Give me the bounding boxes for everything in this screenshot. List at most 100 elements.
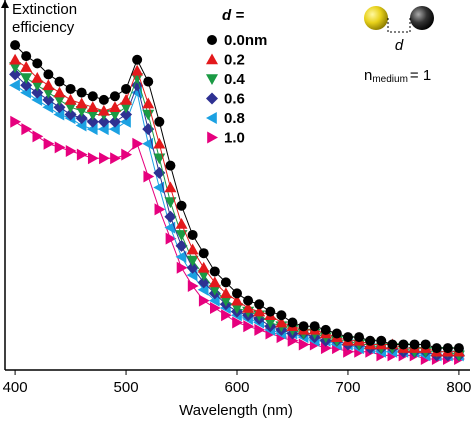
marker: [231, 294, 243, 306]
marker: [42, 87, 55, 99]
marker: [176, 200, 187, 211]
marker: [32, 58, 43, 69]
marker: [153, 137, 166, 149]
marker: [75, 112, 88, 125]
marker: [243, 320, 255, 333]
marker: [87, 152, 99, 165]
marker: [198, 248, 209, 259]
marker: [21, 51, 32, 62]
marker: [53, 95, 66, 106]
marker: [254, 299, 265, 310]
marker: [165, 160, 176, 171]
y-axis-arrow: [1, 0, 9, 8]
marker: [120, 93, 133, 105]
gap-bracket: [387, 18, 411, 33]
marker: [453, 343, 464, 354]
medium-label: nmedium = 1: [364, 67, 431, 85]
marker: [10, 115, 22, 128]
marker: [210, 301, 221, 314]
marker: [143, 170, 155, 183]
marker: [206, 92, 218, 105]
marker: [264, 317, 277, 329]
marker: [342, 332, 353, 343]
marker: [186, 243, 199, 255]
marker: [276, 310, 287, 321]
marker: [186, 269, 198, 282]
marker: [420, 339, 431, 350]
marker: [175, 218, 188, 229]
marker: [320, 324, 331, 335]
marker: [219, 287, 232, 299]
marker: [97, 123, 109, 136]
marker: [99, 152, 110, 165]
marker: [31, 93, 43, 106]
marker: [275, 316, 288, 328]
y-axis-label: Extinction efficiency: [12, 1, 77, 36]
marker: [86, 109, 99, 121]
marker: [53, 86, 66, 98]
marker: [187, 229, 198, 240]
marker: [31, 86, 44, 99]
marker: [120, 102, 133, 114]
legend-label: 0.8: [224, 110, 245, 127]
marker: [97, 115, 110, 128]
marker: [175, 250, 187, 263]
marker: [121, 83, 132, 94]
marker: [43, 69, 54, 80]
marker: [142, 137, 154, 150]
marker: [154, 116, 165, 127]
marker: [287, 317, 298, 328]
legend-label: 0.2: [224, 51, 245, 68]
marker: [132, 137, 144, 150]
marker: [86, 115, 99, 128]
marker: [87, 91, 98, 102]
marker: [76, 148, 88, 161]
marker: [175, 230, 188, 241]
marker: [65, 83, 76, 94]
marker: [142, 109, 155, 121]
marker: [121, 148, 133, 161]
legend-label: 0.0nm: [224, 32, 267, 49]
marker: [219, 295, 232, 307]
marker: [209, 266, 220, 277]
marker: [387, 339, 398, 350]
marker: [75, 97, 88, 109]
x-axis-label: Wavelength (nm): [179, 402, 293, 419]
marker: [298, 321, 309, 332]
medium-n: n: [364, 67, 372, 84]
marker: [64, 93, 77, 105]
marker: [232, 316, 243, 329]
marker: [76, 87, 87, 98]
marker: [208, 276, 221, 288]
medium-sub: medium: [372, 74, 408, 85]
marker: [365, 335, 376, 346]
marker: [143, 76, 154, 87]
marker: [354, 332, 365, 343]
marker: [54, 141, 66, 154]
marker: [32, 130, 44, 143]
marker: [65, 145, 77, 157]
marker: [75, 106, 88, 117]
marker: [265, 306, 276, 317]
marker: [197, 270, 210, 282]
marker: [20, 86, 31, 99]
marker: [298, 338, 310, 351]
marker: [97, 104, 110, 116]
marker: [208, 294, 220, 307]
marker: [309, 321, 320, 332]
legend-label: 1.0: [224, 129, 245, 146]
marker: [207, 131, 218, 144]
marker: [343, 345, 354, 358]
marker: [187, 280, 199, 293]
medium-eq: = 1: [410, 67, 431, 84]
legend-label: 0.6: [224, 90, 245, 107]
marker: [165, 232, 177, 245]
marker: [232, 288, 242, 299]
marker: [442, 343, 453, 354]
marker: [142, 97, 155, 109]
x-tick-label: 600: [224, 379, 249, 396]
marker: [175, 239, 188, 252]
marker: [132, 54, 143, 65]
legend-label: 0.4: [224, 71, 246, 88]
